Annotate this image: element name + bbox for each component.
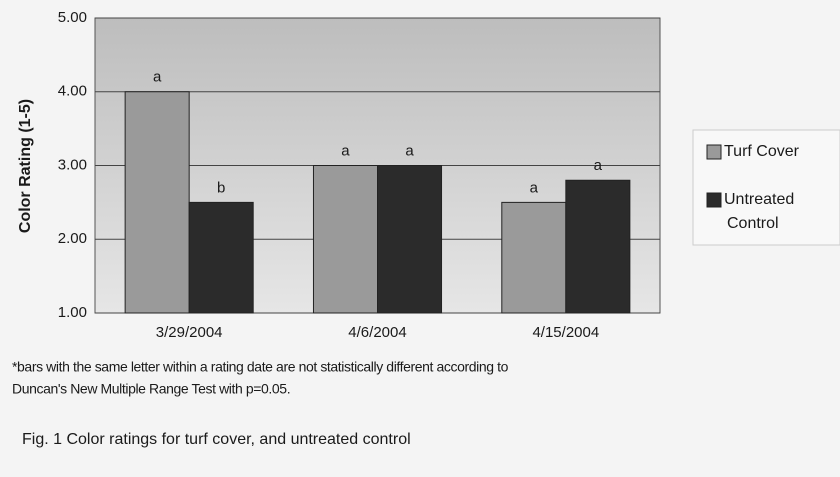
y-tick-label: 2.00 [58,230,87,247]
bar [124,91,190,314]
x-tick-label: 4/6/2004 [348,324,406,341]
legend-label: Untreated Control [724,191,794,232]
y-tick-label: 3.00 [58,156,87,173]
x-tick-label: 4/15/2004 [532,324,599,341]
footnote: Duncan's New Multiple Range Test with p=… [12,381,290,397]
y-axis-label: Color Rating (1-5) [17,99,34,233]
significance-letter: b [217,179,225,196]
y-tick-label: 5.00 [58,9,87,26]
significance-letter: a [594,157,603,174]
bar [501,201,567,314]
y-tick-label: 1.00 [58,304,87,321]
legend-label: Turf Cover [724,143,800,160]
bar [312,165,379,314]
significance-letter: a [530,179,539,196]
legend-swatch [706,144,722,160]
footnote: *bars with the same letter within a rati… [12,359,509,375]
y-tick-label: 4.00 [58,83,87,100]
legend-swatch [706,192,722,208]
bar [188,201,254,314]
caption: Fig. 1 Color ratings for turf cover, and… [22,431,411,448]
significance-letter: a [405,142,414,159]
significance-letter: a [341,142,350,159]
legend-box [692,129,840,246]
x-tick-label: 3/29/2004 [156,324,223,341]
bar [377,165,443,314]
bar [565,179,631,314]
significance-letter: a [153,69,162,86]
